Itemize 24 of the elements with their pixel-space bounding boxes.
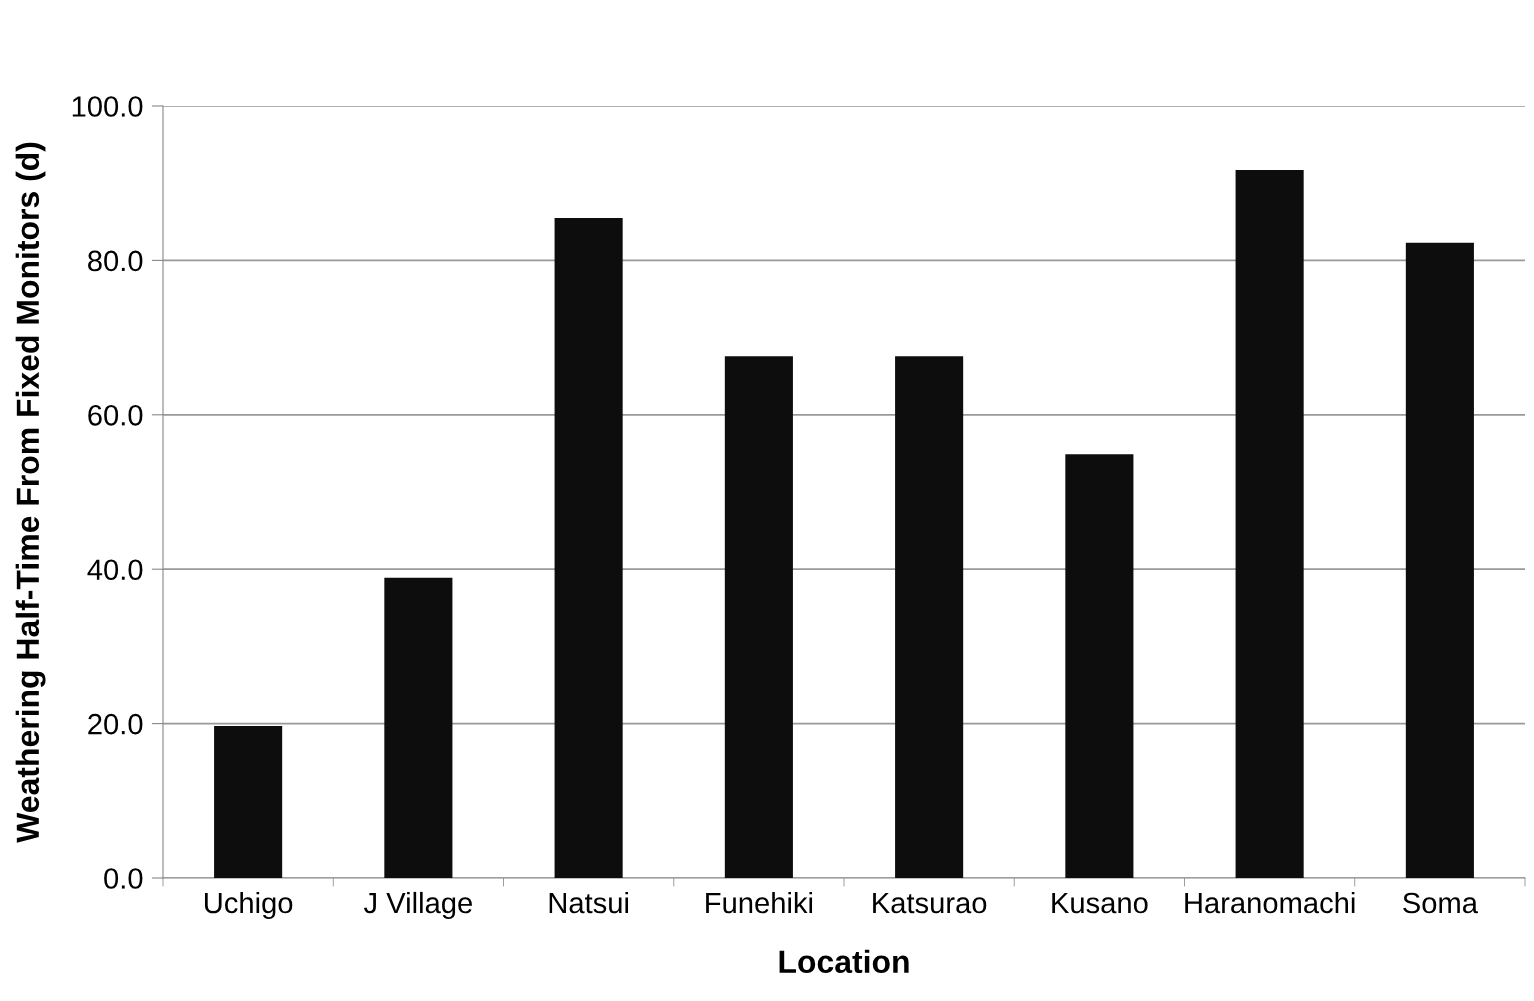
bar bbox=[1065, 454, 1134, 878]
bar bbox=[895, 356, 964, 878]
x-axis-title: Location bbox=[779, 949, 909, 974]
y-tick-label: 20.0 bbox=[88, 713, 143, 735]
x-tick-label: Katsurao bbox=[873, 892, 987, 914]
x-tick-label: J Village bbox=[363, 891, 472, 920]
y-tick-label: 100.0 bbox=[72, 96, 143, 117]
x-tick-label: Haranomachi bbox=[1185, 891, 1355, 914]
bar bbox=[1235, 170, 1304, 878]
bar bbox=[384, 577, 453, 878]
y-tick-label: 60.0 bbox=[88, 405, 143, 426]
y-tick-label: 0.0 bbox=[104, 868, 143, 889]
bar bbox=[554, 217, 623, 878]
x-tick-label: Uchigo bbox=[204, 891, 293, 920]
bar bbox=[214, 725, 283, 878]
y-tick-label: 80.0 bbox=[88, 250, 143, 272]
x-tick-label: Natsui bbox=[549, 891, 628, 914]
bar bbox=[1405, 242, 1474, 878]
x-tick-label: Soma bbox=[1403, 892, 1478, 914]
bar bbox=[724, 356, 793, 878]
y-axis-title: Weathering Half-Time From Fixed Monitors (d) bbox=[15, 142, 46, 843]
y-tick-label: 40.0 bbox=[87, 559, 143, 581]
x-tick-label: Kusano bbox=[1052, 892, 1148, 914]
x-tick-label: Funehiki bbox=[706, 891, 813, 914]
